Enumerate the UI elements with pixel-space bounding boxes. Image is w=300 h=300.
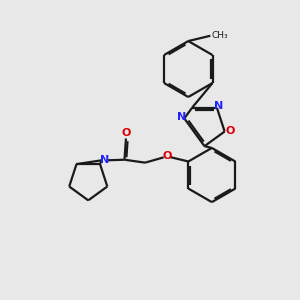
Text: N: N	[100, 155, 109, 165]
Text: CH₃: CH₃	[212, 31, 229, 40]
Text: O: O	[225, 126, 235, 136]
Text: N: N	[177, 112, 187, 122]
Text: N: N	[214, 101, 223, 111]
Text: O: O	[121, 128, 130, 138]
Text: O: O	[163, 151, 172, 161]
